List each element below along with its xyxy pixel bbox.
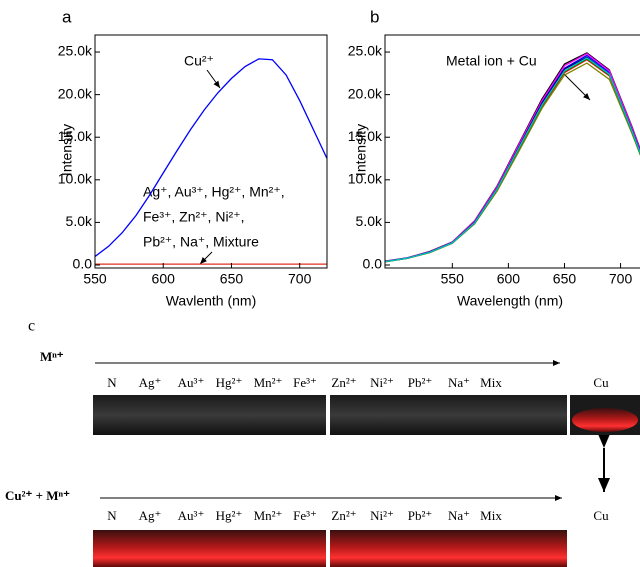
x-tick-label: 650 [553, 271, 577, 287]
annotation: Cu²⁺ [184, 53, 214, 69]
panel-label: b [370, 7, 379, 26]
x-axis-label: Wavelength (nm) [457, 293, 563, 309]
ion-label: Ag⁺ [139, 508, 162, 523]
y-tick-label: 0.0 [73, 256, 93, 272]
x-tick-label: 600 [152, 271, 176, 287]
ion-label: Na⁺ [448, 375, 470, 390]
panel-b: b Wavelength (nm) Intensity Metal ion + … [353, 7, 591, 309]
plot: 0.0 5.0k 10.0k 15.0k 20.0k 25.0k 550 600 650 700 [348, 34, 640, 287]
photo-glow [572, 408, 638, 432]
ion-label: Au³⁺ [178, 508, 205, 523]
annotation-arrow [199, 251, 213, 265]
y-tick-label: 15.0k [58, 128, 93, 144]
line-series [385, 62, 640, 263]
x-tick-label: 550 [441, 271, 465, 287]
ion-label: Mix [480, 508, 502, 523]
x-tick-label: 700 [609, 271, 633, 287]
ion-labels: N N Ag⁺ Ag⁺ Au³⁺ Au³⁺ Hg²⁺ Hg²⁺ Mn²⁺ Mn²⁺ Fe³⁺ Fe³⁺… [107, 375, 609, 523]
y-axis-label: Intensity [353, 124, 369, 176]
annotation-arrow [206, 69, 221, 89]
ion-label: Pb²⁺ [408, 508, 433, 523]
ion-label: Mn²⁺ [254, 508, 283, 523]
ion-label: Fe³⁺ [293, 375, 317, 390]
y-tick-label: 10.0k [348, 171, 383, 187]
y-tick-label: 5.0k [66, 213, 93, 229]
y-tick-label: 5.0k [356, 213, 383, 229]
x-tick-label: 600 [497, 271, 521, 287]
ion-label: Ag⁺ [139, 375, 162, 390]
row-title: Mⁿ⁺ [40, 349, 64, 364]
photo [330, 395, 567, 435]
ion-label: Pb²⁺ [408, 375, 433, 390]
row-title: Cu²⁺ + Mⁿ⁺ [5, 488, 70, 503]
y-axis-label: Intensity [59, 124, 75, 176]
ion-label: Zn²⁺ [331, 375, 356, 390]
annotation: Ag⁺, Au³⁺, Hg²⁺, Mn²⁺, [143, 184, 285, 200]
panel-c: c Mⁿ⁺ Cu²⁺ + Mⁿ⁺ N N Ag⁺ Ag⁺ Au³⁺ Au³⁺ Hg²⁺ Hg²… [5, 318, 640, 567]
ion-label: Na⁺ [448, 508, 470, 523]
x-tick-label: 650 [220, 271, 244, 287]
ion-label: Mn²⁺ [254, 375, 283, 390]
y-tick-label: 0.0 [363, 256, 383, 272]
ion-label: Cu [593, 508, 609, 523]
plot-frame [94, 34, 328, 269]
ion-label: Fe³⁺ [293, 508, 317, 523]
ion-label: Mix [480, 375, 502, 390]
plot-frame [384, 34, 640, 269]
ion-label: Ni²⁺ [370, 375, 394, 390]
ion-label: Cu [593, 375, 609, 390]
y-tick-label: 20.0k [348, 85, 383, 101]
annotation: Pb²⁺, Na⁺, Mixture [143, 234, 259, 250]
line-series [385, 57, 640, 263]
y-tick-label: 10.0k [58, 171, 93, 187]
photo [93, 530, 326, 567]
panel-label: c [28, 318, 35, 335]
ion-label: N [107, 508, 117, 523]
plot: 0.0 5.0k 10.0k 15.0k 20.0k 25.0k 550 600 650 700 [58, 34, 328, 287]
series-group [95, 58, 327, 265]
ion-label: Ni²⁺ [370, 508, 394, 523]
y-tick-label: 20.0k [58, 85, 93, 101]
line-series [95, 58, 327, 258]
annotation: Metal ion + Cu [446, 53, 537, 69]
annotation: Fe³⁺, Zn²⁺, Ni²⁺, [143, 209, 245, 225]
y-tick-label: 25.0k [348, 43, 383, 59]
photo [330, 530, 567, 567]
y-tick-label: 15.0k [348, 128, 383, 144]
line-series [385, 52, 640, 262]
photo [93, 395, 326, 435]
ion-label: Au³⁺ [178, 375, 205, 390]
x-tick-label: 700 [288, 271, 312, 287]
y-tick-label: 25.0k [58, 43, 93, 59]
x-axis-label: Wavlenth (nm) [166, 293, 257, 309]
ion-label: N [107, 375, 117, 390]
x-tick-label: 550 [83, 271, 107, 287]
ion-label: Zn²⁺ [331, 508, 356, 523]
panel-a: a Wavlenth (nm) Intensity Cu²⁺ Ag⁺, Au³⁺… [59, 7, 285, 308]
series-group [385, 52, 640, 263]
ion-label: Hg²⁺ [216, 508, 243, 523]
ion-label: Hg²⁺ [216, 375, 243, 390]
panel-label: a [62, 7, 72, 26]
